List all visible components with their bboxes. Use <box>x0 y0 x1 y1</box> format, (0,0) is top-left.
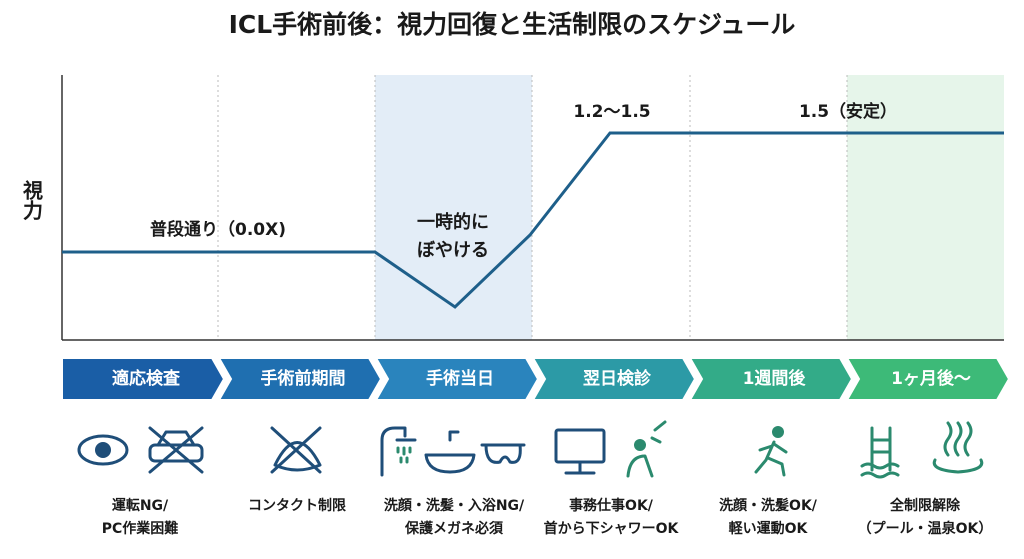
captions: 運転NG/PC作業困難 コンタクト制限 洗顔・洗髪・入浴NG/保護メガネ必須 事務仕事… <box>102 497 993 537</box>
phase-chevron <box>845 357 1011 401</box>
restriction-text: コンタクト制限 <box>248 497 346 514</box>
restriction-text: 首から下シャワーOK <box>544 520 680 537</box>
phase-label: 適応検査 <box>112 368 181 389</box>
restriction-text: 軽い運動OK <box>729 520 809 537</box>
restriction-text: （プール・温泉OK） <box>858 520 993 537</box>
phase-chevron <box>217 357 383 401</box>
annotation: 普段通り（0.0X) <box>150 219 286 240</box>
restriction-text: 洗顔・洗髪OK/ <box>719 497 818 514</box>
annotation: ぼやける <box>417 240 489 261</box>
restriction-text: 保護メガネ必須 <box>404 520 504 537</box>
phase-label: 翌日検診 <box>583 368 652 389</box>
phase-chevron <box>531 357 697 401</box>
surgery-band <box>375 75 532 340</box>
annotation: 1.5（安定） <box>799 101 897 122</box>
icons <box>77 420 984 479</box>
restriction-text: PC作業困難 <box>102 520 179 537</box>
restriction-text: 事務仕事OK/ <box>569 497 654 514</box>
dividers <box>217 75 848 340</box>
phase-bar: 適応検査 手術前期間 手術当日 翌日検診 1週間後 1ヶ月後〜 <box>61 357 1011 401</box>
title: ICL手術前後：視力回復と生活制限のスケジュール <box>229 10 796 39</box>
y-label: 視力 <box>20 179 44 221</box>
phase-chevron <box>688 357 854 401</box>
annotation: 一時的に <box>417 211 489 233</box>
phase-label: 手術前期間 <box>261 368 346 389</box>
restriction-text: 運転NG/ <box>112 497 169 514</box>
phase-chevron <box>374 357 540 401</box>
restriction-text: 全制限解除 <box>889 497 961 514</box>
stable-band <box>847 75 1004 340</box>
phase-label: 1週間後 <box>743 368 807 389</box>
restriction-text: 洗顔・洗髪・入浴NG/ <box>384 497 525 514</box>
annotation: 1.2〜1.5 <box>573 102 650 122</box>
phase-label: 1ヶ月後〜 <box>891 368 971 389</box>
vision-line <box>62 131 1004 309</box>
phase-label: 手術当日 <box>426 368 494 389</box>
phase-chevron <box>61 357 226 401</box>
